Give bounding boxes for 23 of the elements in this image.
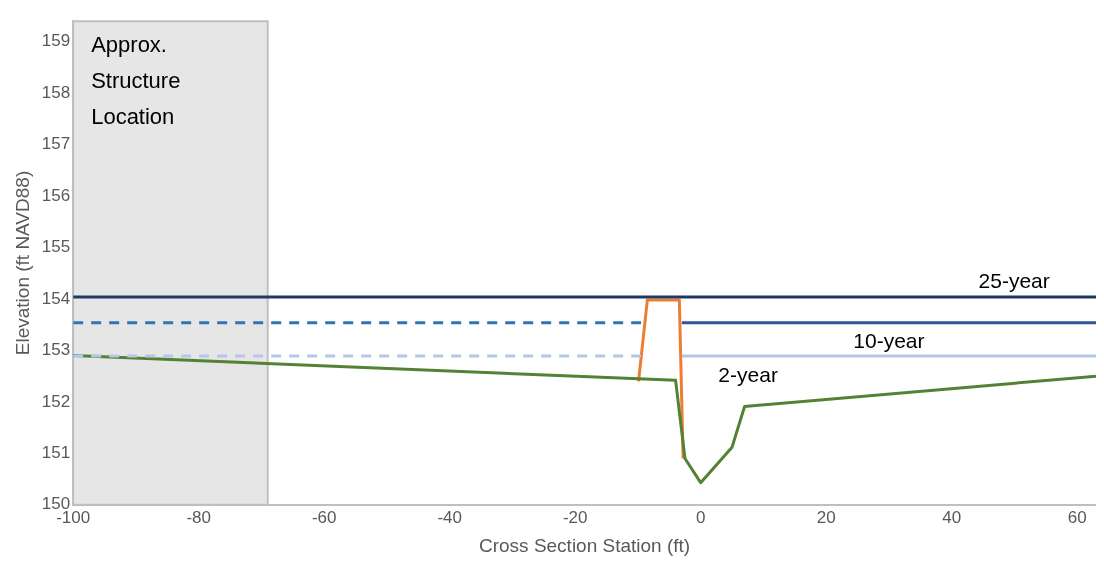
x-tick-label: 0 [695,507,706,527]
y-axis-title: Elevation (ft NAVD88) [11,170,33,356]
band-label: Approx. Structure Location [91,32,181,130]
series-label: 10-year [853,329,925,353]
x-tick-label: -60 [311,507,337,527]
x-tick-label: -20 [562,507,588,527]
x-tick-label: -80 [186,507,211,527]
y-tick-label: 153 [41,340,71,360]
y-tick-label: 159 [41,31,71,51]
y-tick-label: 155 [41,237,71,257]
x-tick-label: -40 [437,507,462,527]
series-label: 2-year [718,362,778,386]
x-tick-label: 40 [942,507,962,527]
y-tick-label: 157 [41,134,71,154]
series-label: 25-year [978,268,1050,292]
y-tick-label: 158 [41,82,71,102]
y-tick-label: 152 [41,391,71,411]
x-axis-title: Cross Section Station (ft) [478,534,691,556]
x-tick-label: 20 [816,507,836,527]
y-tick-label: 151 [41,443,71,463]
y-tick-label: 154 [41,288,71,308]
y-tick-label: 156 [41,185,71,205]
x-tick-label: 60 [1067,507,1087,527]
